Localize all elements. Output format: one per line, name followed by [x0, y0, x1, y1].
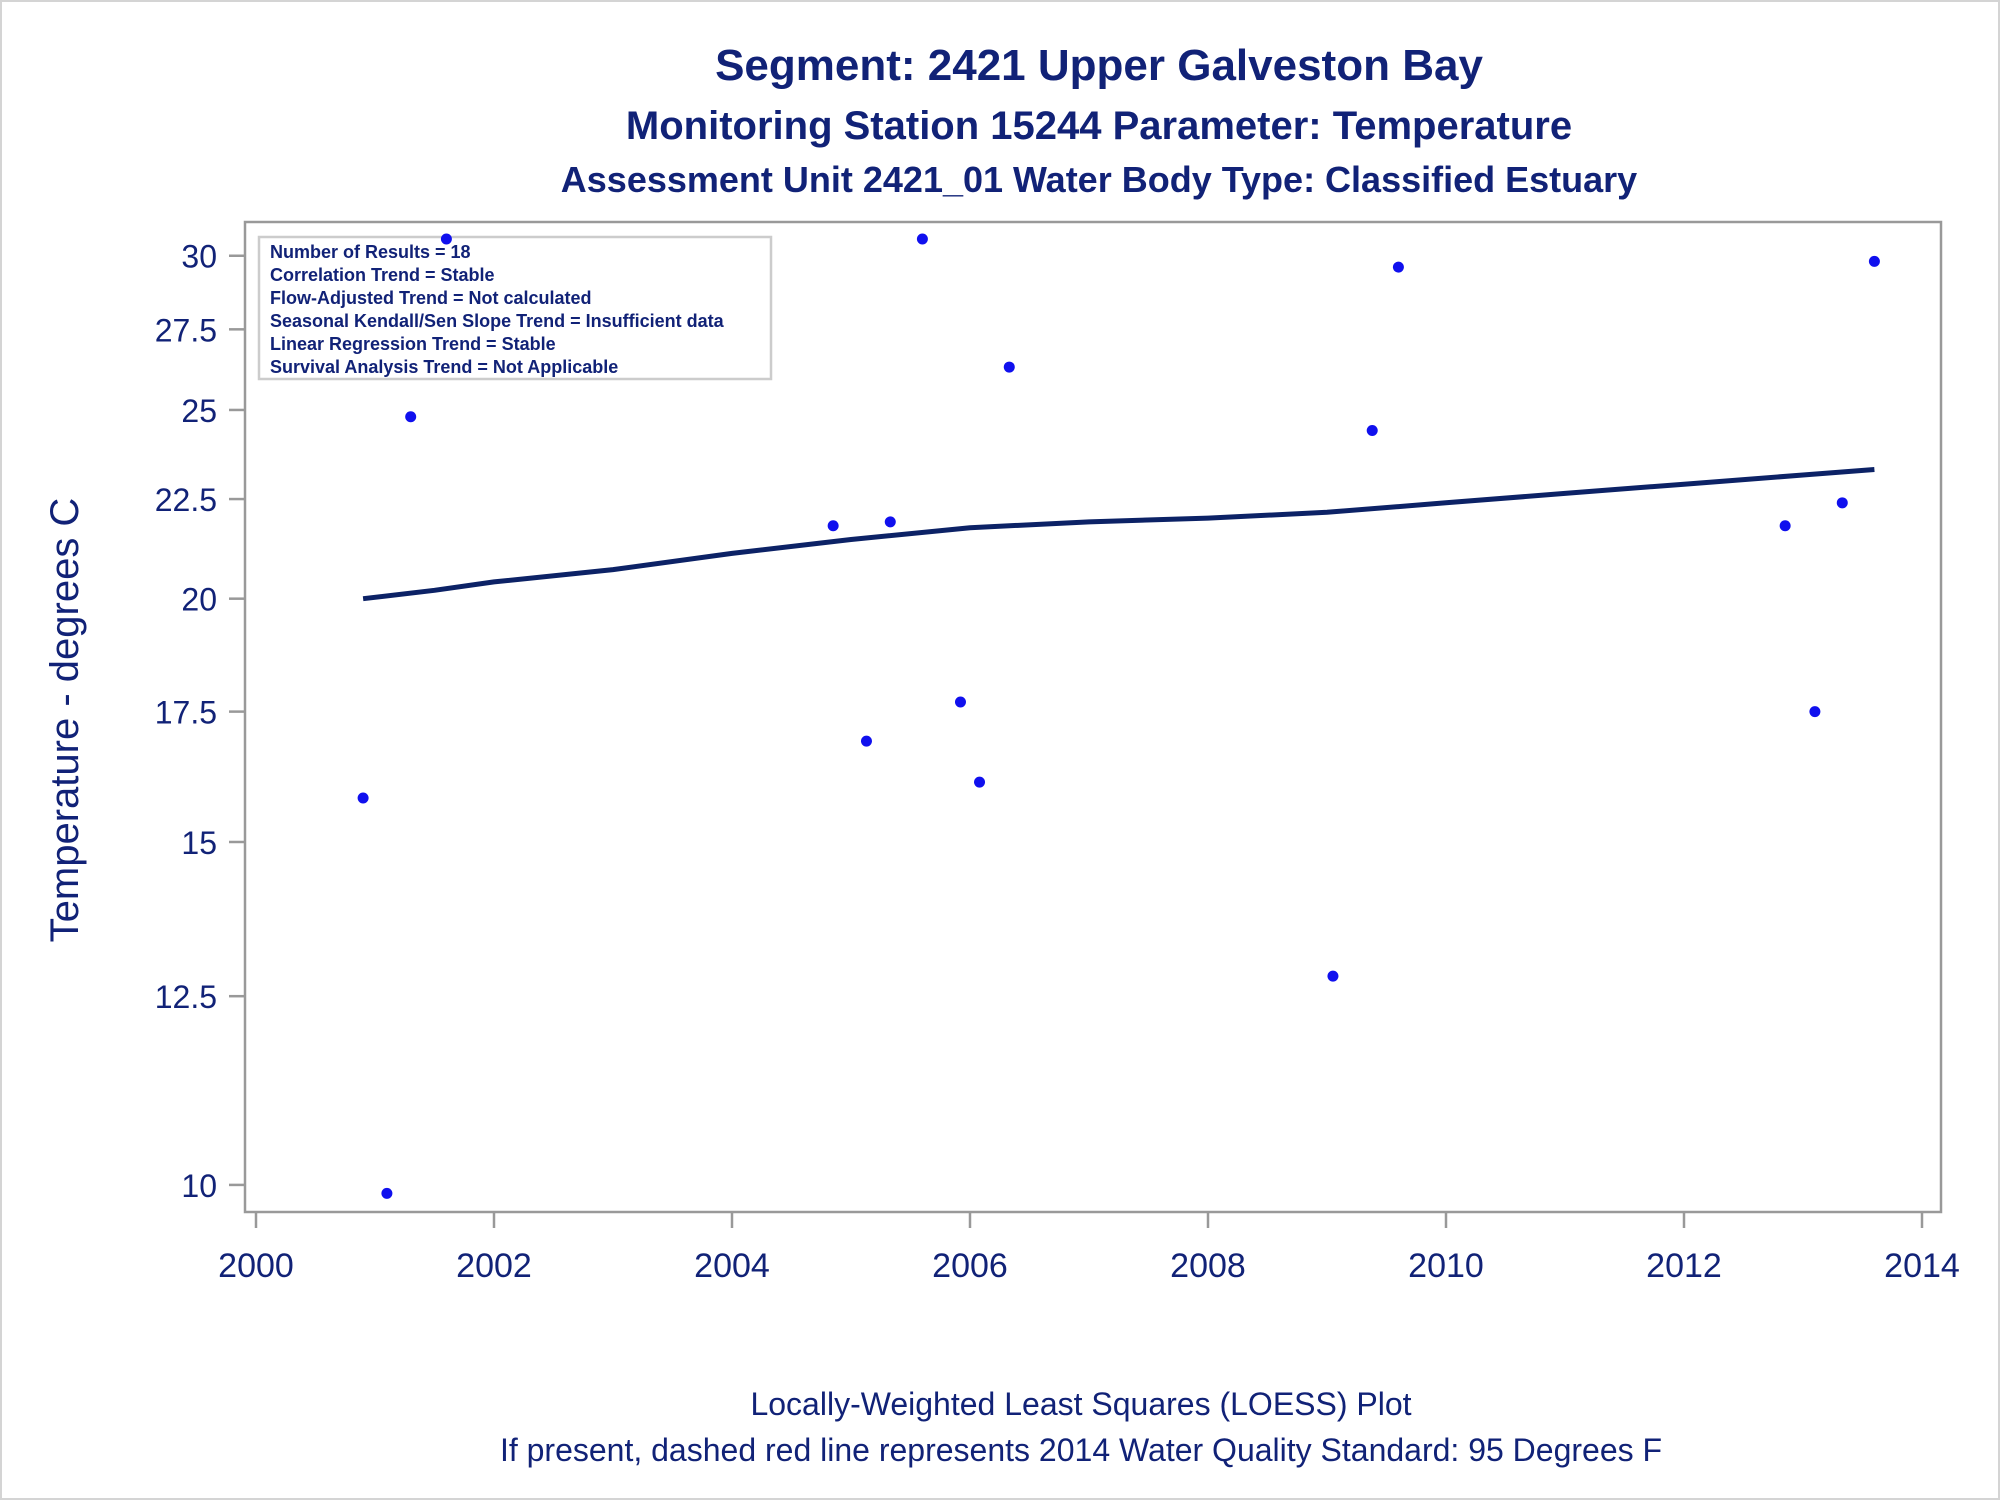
data-point [1003, 361, 1015, 373]
plot-area-frame [243, 220, 1943, 1214]
stats-line: Survival Analysis Trend = Not Applicable [270, 357, 618, 377]
data-point [1327, 970, 1339, 982]
x-tick-label: 2008 [1170, 1247, 1246, 1285]
x-tick-label: 2002 [456, 1247, 532, 1285]
data-point [1366, 424, 1378, 436]
y-tick-label: 20 [181, 582, 217, 618]
y-tick-label: 22.5 [155, 482, 217, 518]
footnote-2: If present, dashed red line represents 2… [500, 1432, 1662, 1468]
data-point [357, 792, 369, 804]
data-point [405, 411, 417, 423]
stats-line: Linear Regression Trend = Stable [270, 334, 556, 354]
data-point [1392, 261, 1404, 273]
chart-subtitle-2: Assessment Unit 2421_01 Water Body Type:… [561, 159, 1637, 200]
x-tick-label: 2000 [218, 1247, 294, 1285]
data-point [1809, 706, 1821, 718]
data-point [916, 233, 928, 245]
y-tick-label: 27.5 [155, 312, 217, 348]
y-tick-label: 10 [181, 1168, 217, 1204]
x-tick-label: 2012 [1646, 1247, 1722, 1285]
y-axis: 10 12.5 15 17.5 20 22.5 25 27.5 30 [155, 239, 245, 1204]
y-tick-label: 30 [181, 239, 217, 275]
y-tick-label: 15 [181, 825, 217, 861]
stats-line: Flow-Adjusted Trend = Not calculated [270, 288, 592, 308]
stats-box: Number of Results = 18 Correlation Trend… [257, 235, 773, 381]
data-point [954, 696, 966, 708]
footnote-1: Locally-Weighted Least Squares (LOESS) P… [750, 1386, 1411, 1422]
y-axis-label: Temperature - degrees C [43, 498, 87, 943]
x-tick-label: 2014 [1884, 1247, 1960, 1285]
chart-subtitle: Monitoring Station 15244 Parameter: Temp… [626, 104, 1572, 148]
data-point [440, 233, 452, 245]
data-point [860, 735, 872, 747]
data-point [827, 520, 839, 532]
chart-title: Segment: 2421 Upper Galveston Bay [715, 41, 1483, 90]
x-axis: 2000 2002 2004 2006 2008 2010 2012 2014 [218, 1212, 1960, 1285]
stats-line: Seasonal Kendall/Sen Slope Trend = Insuf… [270, 311, 725, 331]
data-point [974, 776, 986, 788]
x-tick-label: 2006 [932, 1247, 1008, 1285]
stats-line: Correlation Trend = Stable [270, 265, 495, 285]
y-tick-label: 25 [181, 393, 217, 429]
data-series [357, 233, 1880, 1199]
data-point [381, 1187, 393, 1199]
y-tick-label: 17.5 [155, 695, 217, 731]
stats-box-border [257, 235, 773, 381]
data-point [1779, 520, 1791, 532]
data-point [884, 516, 896, 528]
x-tick-label: 2010 [1408, 1247, 1484, 1285]
data-point [1836, 497, 1848, 509]
y-tick-label: 12.5 [155, 979, 217, 1015]
trend-line [362, 467, 1875, 602]
x-tick-label: 2004 [694, 1247, 770, 1285]
data-point [1868, 255, 1880, 267]
stats-line: Number of Results = 18 [270, 242, 471, 262]
